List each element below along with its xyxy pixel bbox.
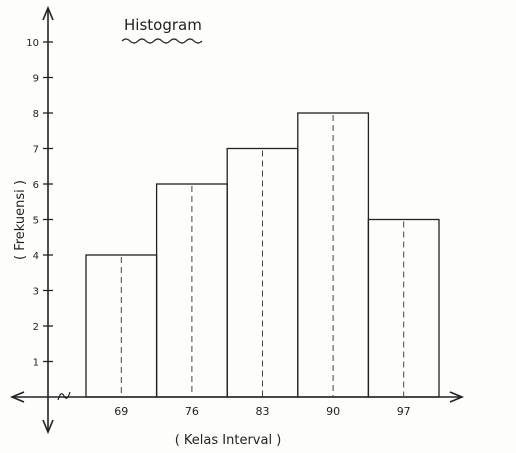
y-axis-label: ( Frekuensi ) [13, 180, 28, 260]
y-tick-label: 3 [33, 287, 39, 298]
x-axis-arrow-right [449, 391, 465, 403]
y-tick-label: 7 [33, 145, 39, 156]
y-tick-label: 10 [26, 38, 39, 49]
x-axis-label: ( Kelas Interval ) [175, 433, 282, 448]
x-axis-arrow-left [9, 391, 25, 403]
title-underline [121, 38, 203, 44]
x-tick-label: 90 [326, 405, 340, 418]
y-tick-label: 1 [33, 358, 39, 369]
bars-group [85, 112, 440, 398]
x-tick-label: 76 [185, 405, 199, 418]
y-axis-arrow-up [42, 5, 54, 21]
axis-break-mark [57, 391, 71, 401]
y-tick-label: 4 [33, 251, 39, 262]
y-ticks-group: 1 2 3 4 5 6 7 8 9 10 [26, 38, 53, 369]
y-tick-label: 2 [33, 322, 39, 333]
y-tick-label: 9 [33, 74, 39, 85]
y-axis-arrow-down [42, 419, 54, 435]
histogram-bar [85, 254, 158, 398]
y-tick-label: 5 [33, 216, 39, 227]
x-tick-label: 97 [397, 405, 411, 418]
y-tick-label: 6 [33, 180, 39, 191]
y-tick-label: 8 [33, 109, 39, 120]
chart-title: Histogram [124, 16, 202, 34]
x-ticks-group: 69 76 83 90 97 [114, 405, 410, 418]
x-tick-label: 83 [256, 405, 270, 418]
x-tick-label: 69 [114, 405, 128, 418]
